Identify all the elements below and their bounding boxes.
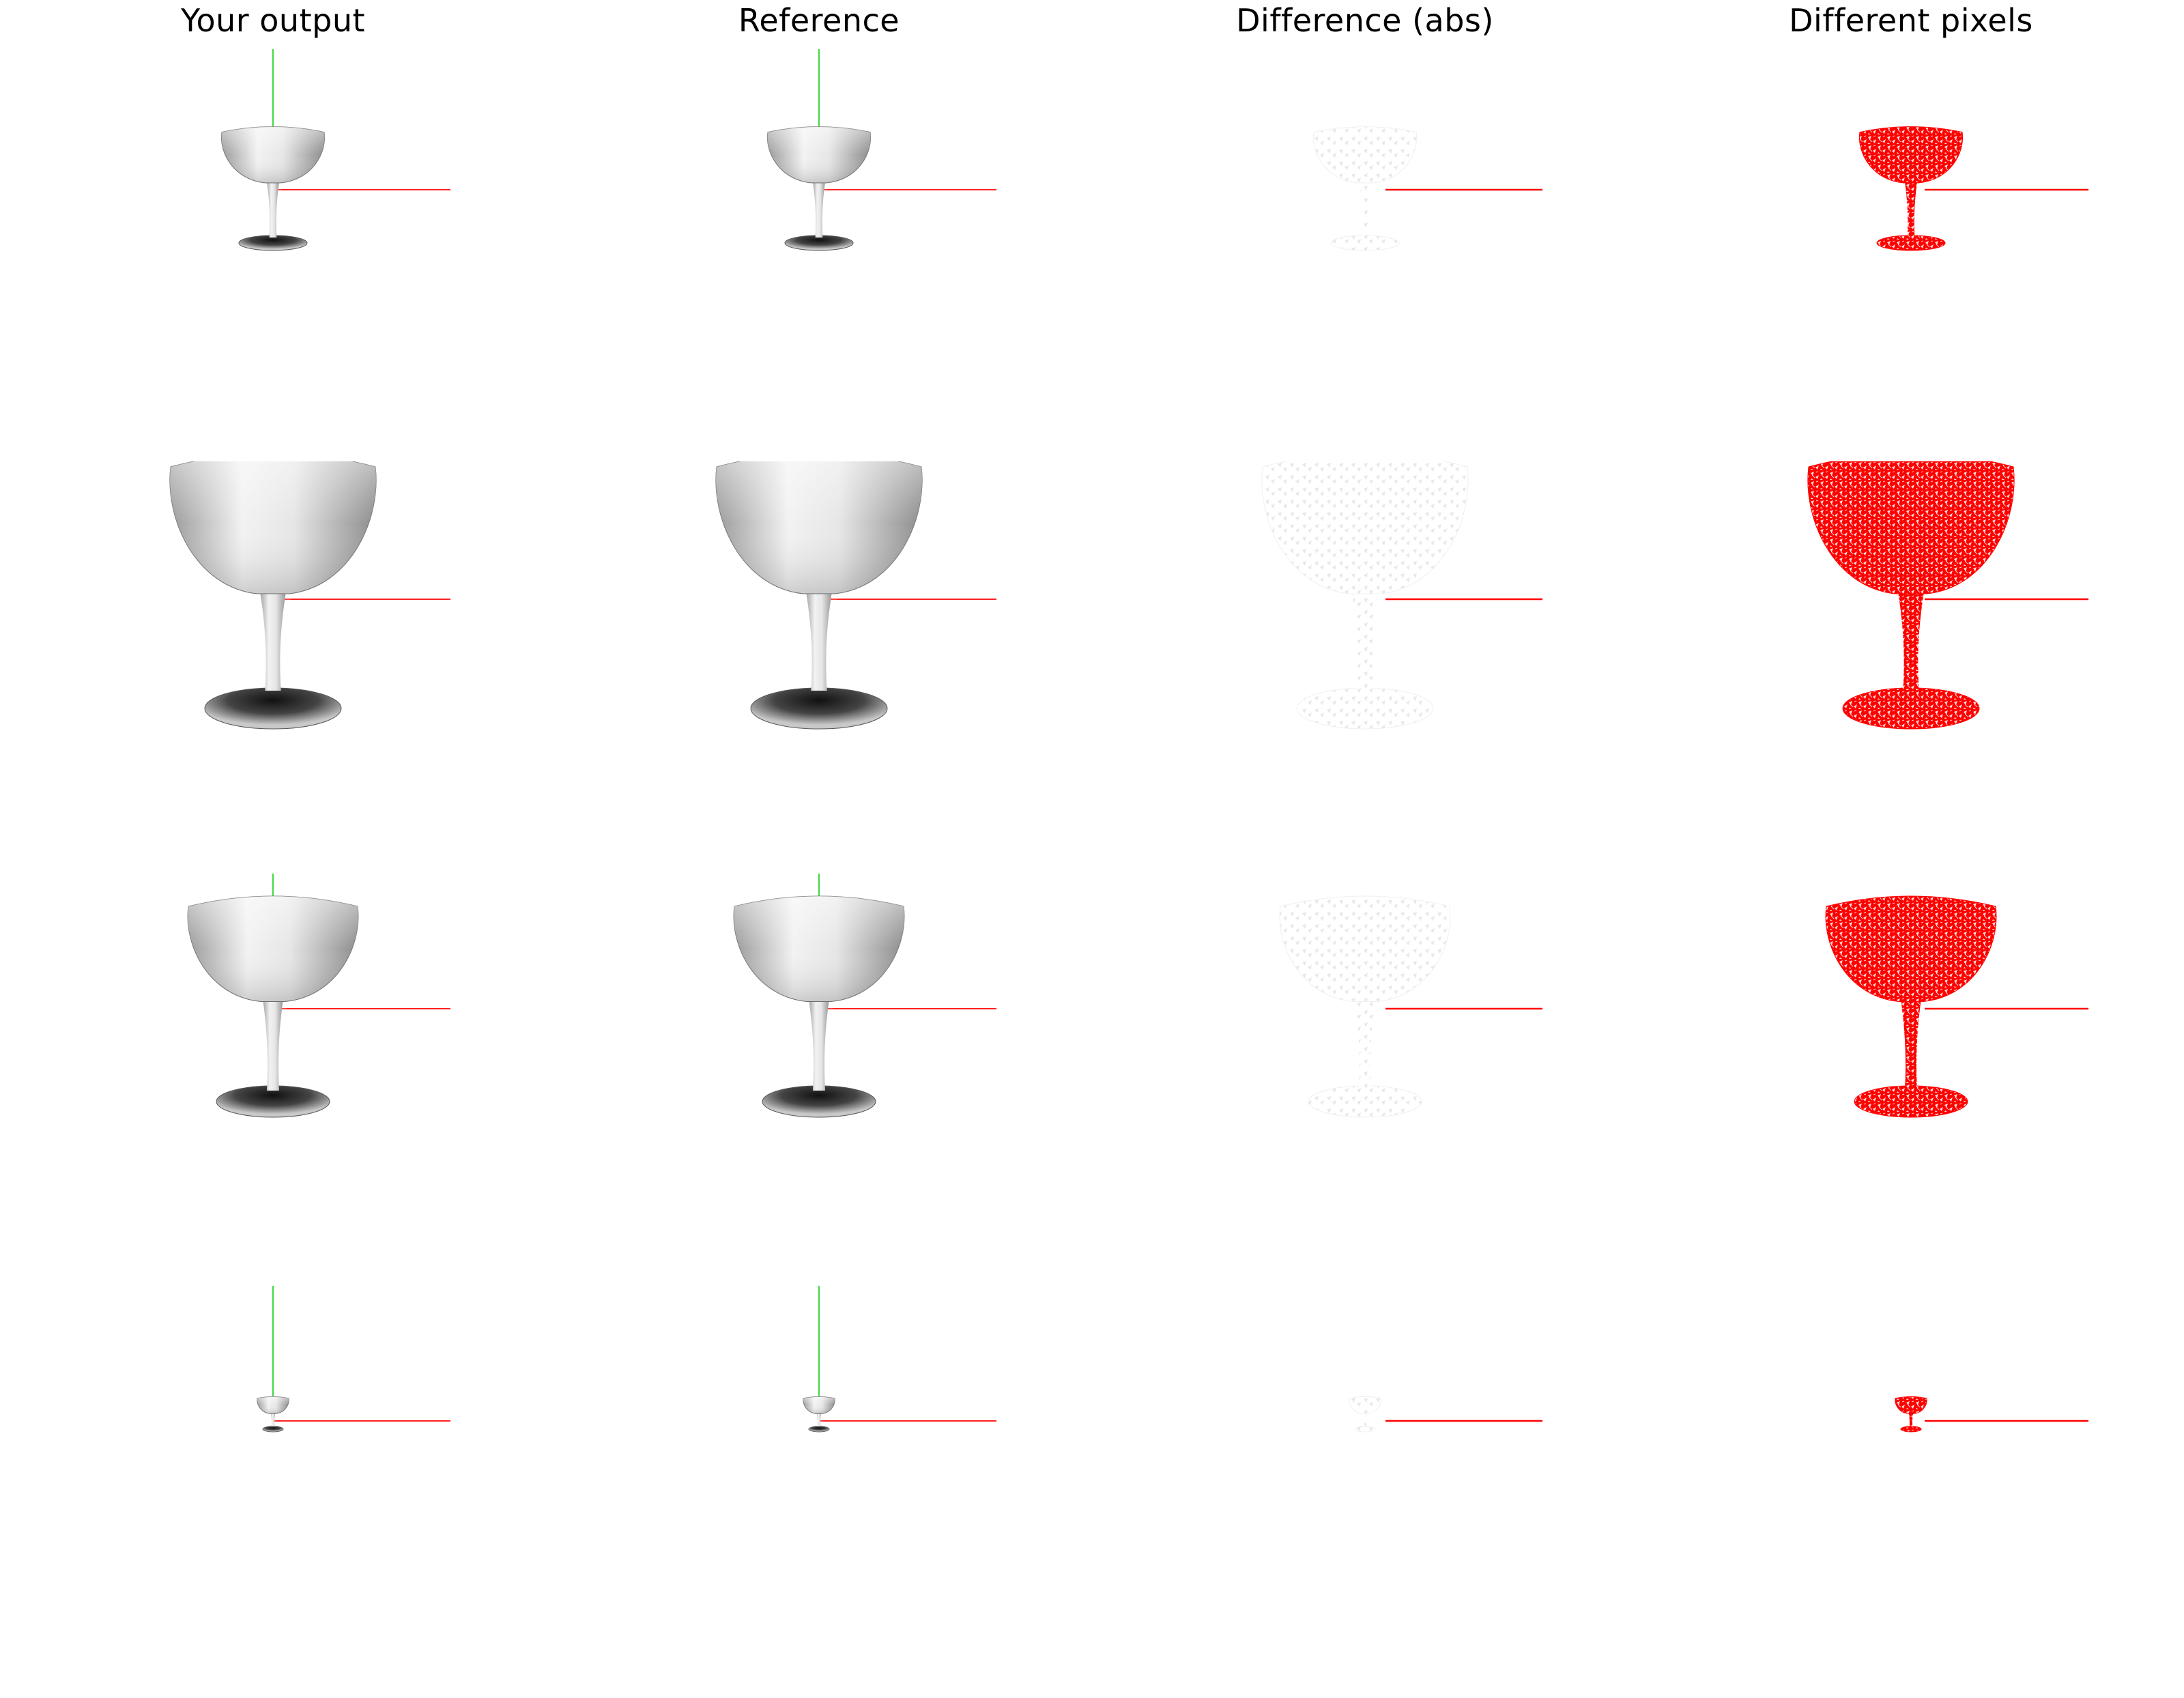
- goblet-bowl: [1261, 461, 1469, 594]
- panel-row-4-different-pixels: [1638, 1286, 2184, 1698]
- render-canvas: [766, 49, 996, 251]
- goblet-stem: [262, 994, 284, 1091]
- goblet-model-icon: [803, 1396, 835, 1433]
- goblet-stem: [1358, 179, 1372, 238]
- goblet-base: [262, 1426, 284, 1433]
- panel-row-3-different-pixels: [1638, 874, 2184, 1286]
- render-canvas: [1312, 126, 1542, 251]
- render-canvas: [1858, 126, 2088, 251]
- goblet-bowl: [1279, 895, 1451, 1002]
- goblet-base: [204, 687, 342, 730]
- panel-row-2-different-pixels: [1638, 461, 2184, 874]
- goblet-stem: [1904, 179, 1918, 238]
- render-canvas: [803, 1286, 996, 1433]
- panel-row-2-your-output: [0, 461, 546, 874]
- goblet-base: [750, 687, 888, 730]
- goblet-model-icon: [1807, 461, 2015, 730]
- panel-row-1-reference: [546, 49, 1092, 461]
- goblet-bowl: [1858, 126, 1964, 184]
- panel-row-3-difference: [1092, 874, 1638, 1286]
- render-canvas: [715, 461, 996, 730]
- column-title-your-output: Your output: [180, 2, 366, 39]
- goblet-stem: [1362, 1411, 1368, 1426]
- goblet-model-icon: [1279, 895, 1451, 1118]
- goblet-bowl-highlight: [188, 896, 358, 1002]
- goblet-model-icon: [1825, 895, 1997, 1118]
- goblet-base: [1354, 1426, 1376, 1433]
- panel-row-4-reference: [546, 1286, 1092, 1698]
- render-canvas: [733, 874, 996, 1118]
- goblet-base: [808, 1426, 830, 1433]
- goblet-stem: [1897, 584, 1925, 691]
- render-canvas: [1261, 461, 1542, 730]
- goblet-base: [1842, 687, 1980, 730]
- goblet-bowl-highlight: [257, 1396, 289, 1414]
- goblet-model-icon: [220, 126, 326, 251]
- goblet-bowl-highlight: [767, 126, 871, 183]
- panel-row-2-difference: [1092, 461, 1638, 874]
- goblet-model-icon: [1312, 126, 1418, 251]
- panel-row-4-your-output: [0, 1286, 546, 1698]
- panel-row-3-reference: [546, 874, 1092, 1286]
- column-title-different-pixels: Different pixels: [1789, 2, 2033, 39]
- goblet-model-icon: [766, 126, 872, 251]
- goblet-bowl: [1895, 1396, 1927, 1414]
- render-canvas: [1895, 1396, 2088, 1433]
- panel-row-4-difference: [1092, 1286, 1638, 1698]
- goblet-bowl-highlight: [169, 461, 377, 594]
- goblet-bowl: [1825, 895, 1997, 1002]
- goblet-model-icon: [1858, 126, 1964, 251]
- column-title-reference: Reference: [738, 2, 900, 39]
- goblet-stem: [812, 179, 826, 238]
- goblet-bowl-highlight: [221, 126, 325, 183]
- goblet-model-icon: [715, 461, 923, 730]
- goblet-base: [1900, 1426, 1922, 1433]
- goblet-bowl-highlight: [734, 896, 904, 1002]
- render-canvas: [1807, 461, 2088, 730]
- render-canvas: [1825, 895, 2088, 1118]
- goblet-model-icon: [1349, 1396, 1381, 1433]
- goblet-model-icon: [257, 1396, 289, 1433]
- render-canvas: [187, 874, 450, 1118]
- goblet-bowl-highlight: [803, 1396, 835, 1414]
- panel-row-1-difference: [1092, 49, 1638, 461]
- goblet-base: [1876, 235, 1946, 251]
- goblet-model-icon: [169, 461, 377, 730]
- goblet-model-icon: [187, 895, 359, 1118]
- render-canvas: [1349, 1396, 1542, 1433]
- goblet-stem: [1354, 994, 1376, 1091]
- panel-row-2-reference: [546, 461, 1092, 874]
- render-canvas: [257, 1286, 450, 1433]
- render-canvas: [1279, 895, 1542, 1118]
- goblet-model-icon: [733, 895, 905, 1118]
- goblet-stem: [270, 1411, 276, 1426]
- goblet-stem: [259, 584, 287, 691]
- goblet-base: [1330, 235, 1400, 251]
- column-title-difference-abs: Difference (abs): [1236, 2, 1494, 39]
- render-canvas: [220, 49, 450, 251]
- goblet-bowl: [1349, 1396, 1381, 1414]
- render-canvas: [169, 461, 450, 730]
- goblet-bowl: [1807, 461, 2015, 594]
- goblet-base: [784, 235, 854, 251]
- goblet-model-icon: [1895, 1396, 1927, 1433]
- goblet-base: [238, 235, 308, 251]
- panel-row-1-your-output: [0, 49, 546, 461]
- goblet-bowl-highlight: [715, 461, 923, 594]
- goblet-stem: [808, 994, 830, 1091]
- goblet-model-icon: [1261, 461, 1469, 730]
- goblet-stem: [266, 179, 280, 238]
- goblet-base: [1296, 687, 1434, 730]
- goblet-stem: [1351, 584, 1379, 691]
- goblet-bowl: [1312, 126, 1418, 184]
- goblet-stem: [1900, 994, 1922, 1091]
- goblet-stem: [805, 584, 833, 691]
- panel-row-3-your-output: [0, 874, 546, 1286]
- goblet-stem: [816, 1411, 822, 1426]
- panel-row-1-different-pixels: [1638, 49, 2184, 461]
- goblet-stem: [1908, 1411, 1914, 1426]
